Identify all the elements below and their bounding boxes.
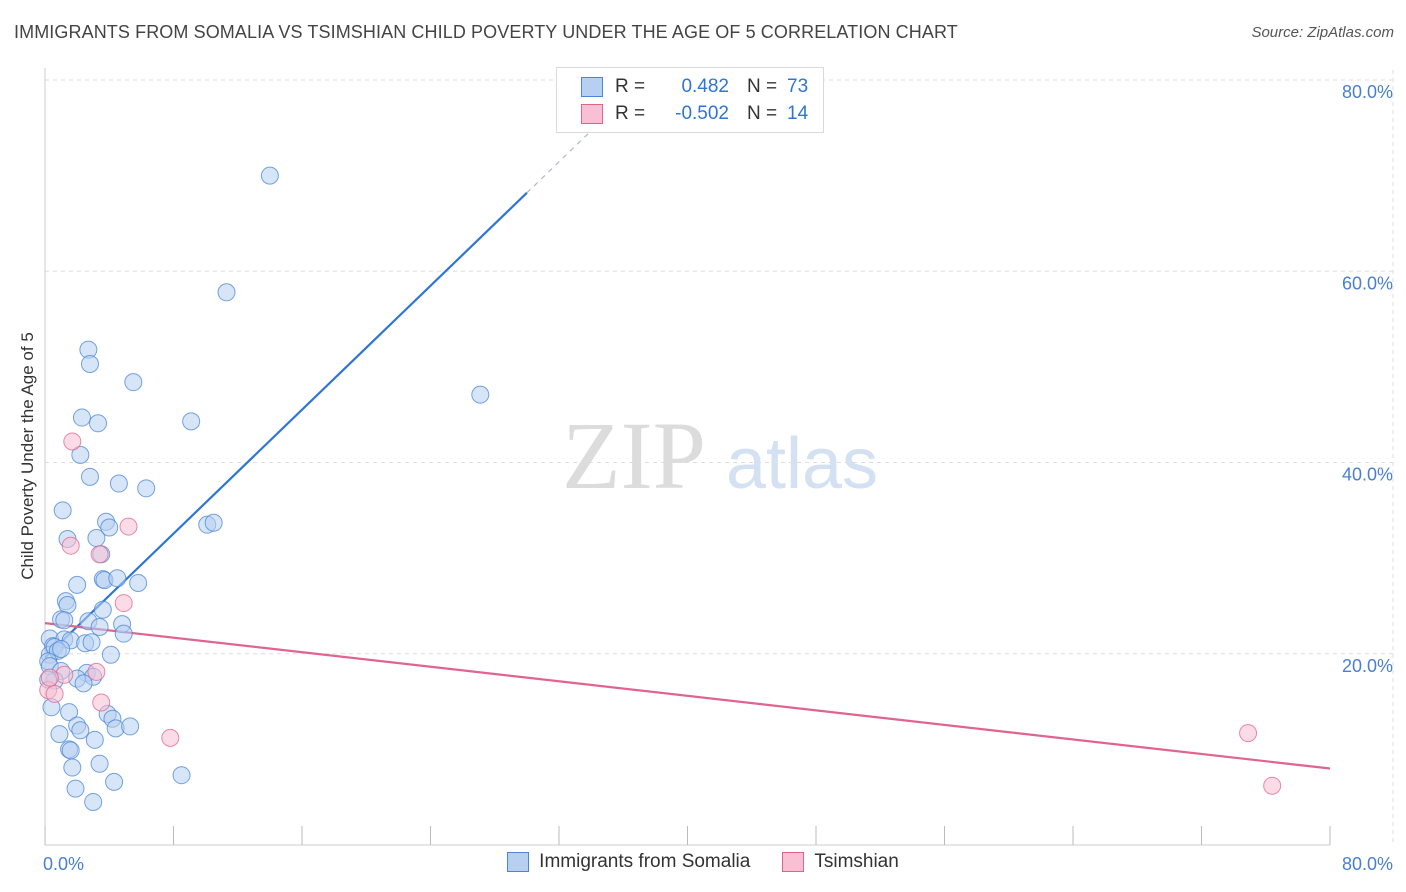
x-tick-label: 80.0% [1342,854,1393,874]
point-tsimshian [114,594,133,613]
legend-n-label: N = [747,103,778,124]
point-somalia [55,611,74,630]
legend-row-tsimshian: R = -0.502 N = 14 [581,101,808,127]
y-axis-label: Child Poverty Under the Age of 5 [18,332,37,580]
point-somalia [72,408,91,427]
point-tsimshian [1263,776,1282,795]
point-somalia [471,385,490,404]
trend-line-somalia [44,192,528,659]
correlation-legend: R = 0.482 N = 73 R = -0.502 N = 14 [556,67,824,133]
point-somalia [68,575,87,594]
point-somalia [129,573,148,592]
point-somalia [85,730,104,749]
legend-r-label: R = [615,103,646,124]
point-somalia [204,513,223,532]
point-tsimshian [63,432,82,451]
y-tick-label: 60.0% [1342,273,1393,293]
legend-r-label: R = [615,76,646,97]
point-somalia [82,633,101,652]
point-tsimshian [40,668,59,687]
point-somalia [124,373,143,392]
point-somalia [172,766,191,785]
legend-n-label: N = [747,76,778,97]
point-somalia [89,414,108,433]
legend-swatch-somalia [581,77,603,97]
point-somalia [71,445,90,464]
point-somalia [93,600,112,619]
legend-label-somalia: Immigrants from Somalia [539,851,751,872]
point-somalia [53,501,72,520]
point-somalia [182,412,201,431]
watermark-zip: ZIP [562,402,706,509]
gridlines [45,70,1395,845]
y-tick-label: 80.0% [1342,82,1393,102]
point-tsimshian [161,728,180,747]
point-somalia [90,617,109,636]
watermark: ZIP atlas [562,402,878,509]
point-somalia [66,779,85,798]
point-somalia [61,741,80,760]
tick-labels: 20.0% 40.0% 60.0% 80.0% 0.0% 80.0% [43,82,1393,874]
point-tsimshian [90,545,109,564]
series-legend: Immigrants from Somalia Tsimshian [0,851,1406,873]
point-somalia [100,518,119,537]
legend-swatch-somalia [507,852,530,872]
point-somalia [60,703,79,722]
point-tsimshian [61,536,80,555]
point-somalia [105,772,124,791]
legend-n-value: 14 [787,103,809,124]
trend-line-somalia-extension [526,122,600,194]
point-somalia [101,645,120,664]
point-somalia [121,717,140,736]
point-tsimshian [45,684,64,703]
watermark-atlas: atlas [726,424,878,504]
point-somalia [80,355,99,374]
point-somalia [63,758,82,777]
point-somalia [80,467,99,486]
point-somalia [108,569,127,588]
point-somalia [217,283,236,302]
x-tick-label: 0.0% [43,854,84,874]
point-somalia [84,792,103,811]
point-somalia [137,479,156,498]
y-tick-label: 40.0% [1342,465,1393,485]
legend-item-somalia[interactable]: Immigrants from Somalia [507,851,750,873]
legend-r-value: 0.482 [681,76,729,97]
axes [44,68,1331,846]
trend-line-tsimshian [44,622,1331,770]
point-somalia [109,474,128,493]
legend-item-tsimshian[interactable]: Tsimshian [782,851,899,873]
chart-title: IMMIGRANTS FROM SOMALIA VS TSIMSHIAN CHI… [14,22,958,42]
legend-r-value: -0.502 [675,103,729,124]
y-tick-label: 20.0% [1342,656,1393,676]
source-label: Source: ZipAtlas.com [1251,24,1394,41]
point-tsimshian [87,662,106,681]
point-tsimshian [1239,724,1258,743]
legend-row-somalia: R = 0.482 N = 73 [581,74,808,100]
legend-swatch-tsimshian [581,104,603,124]
legend-swatch-tsimshian [782,852,805,872]
point-somalia [74,674,93,693]
point-somalia [50,725,69,744]
legend-label-tsimshian: Tsimshian [814,851,899,872]
point-somalia [114,624,133,643]
point-somalia [260,166,279,185]
legend-n-value: 73 [787,76,809,97]
point-somalia [52,639,71,658]
point-somalia [87,529,106,548]
data-points [39,166,1282,811]
point-tsimshian [92,693,111,712]
point-tsimshian [119,517,138,536]
point-somalia [90,754,109,773]
point-somalia [71,721,90,740]
